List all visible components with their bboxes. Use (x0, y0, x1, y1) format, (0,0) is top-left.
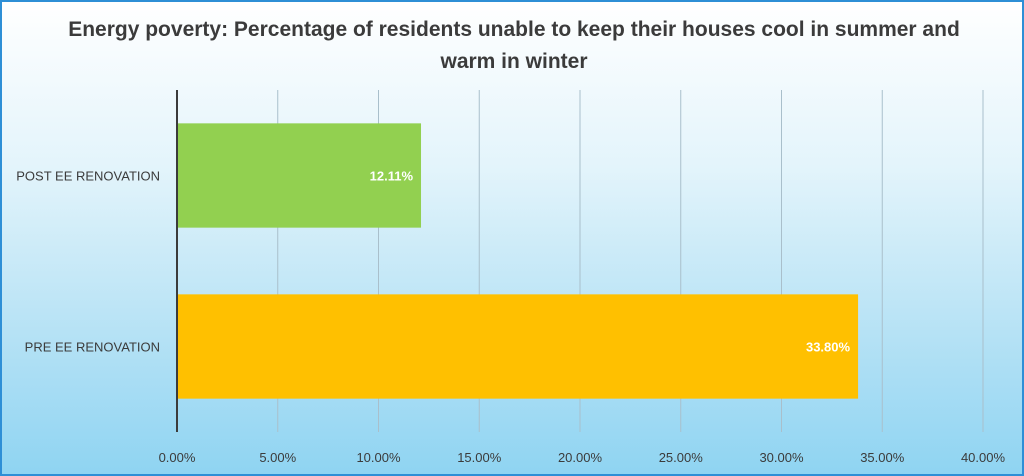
x-tick-label: 40.00% (961, 450, 1006, 465)
x-tick-label: 0.00% (159, 450, 196, 465)
category-label: POST EE RENOVATION (16, 169, 160, 184)
x-tick-label: 10.00% (356, 450, 401, 465)
bar (177, 123, 422, 228)
data-label: 12.11% (370, 169, 414, 184)
category-label: PRE EE RENOVATION (25, 340, 160, 355)
x-tick-label: 30.00% (759, 450, 804, 465)
x-tick-label: 5.00% (259, 450, 296, 465)
x-tick-label: 20.00% (558, 450, 603, 465)
data-label: 33.80% (806, 340, 851, 355)
x-tick-label: 35.00% (860, 450, 905, 465)
x-tick-label: 25.00% (659, 450, 704, 465)
x-tick-label: 15.00% (457, 450, 502, 465)
bar (177, 294, 859, 399)
chart-title: Energy poverty: Percentage of residents … (68, 18, 960, 73)
